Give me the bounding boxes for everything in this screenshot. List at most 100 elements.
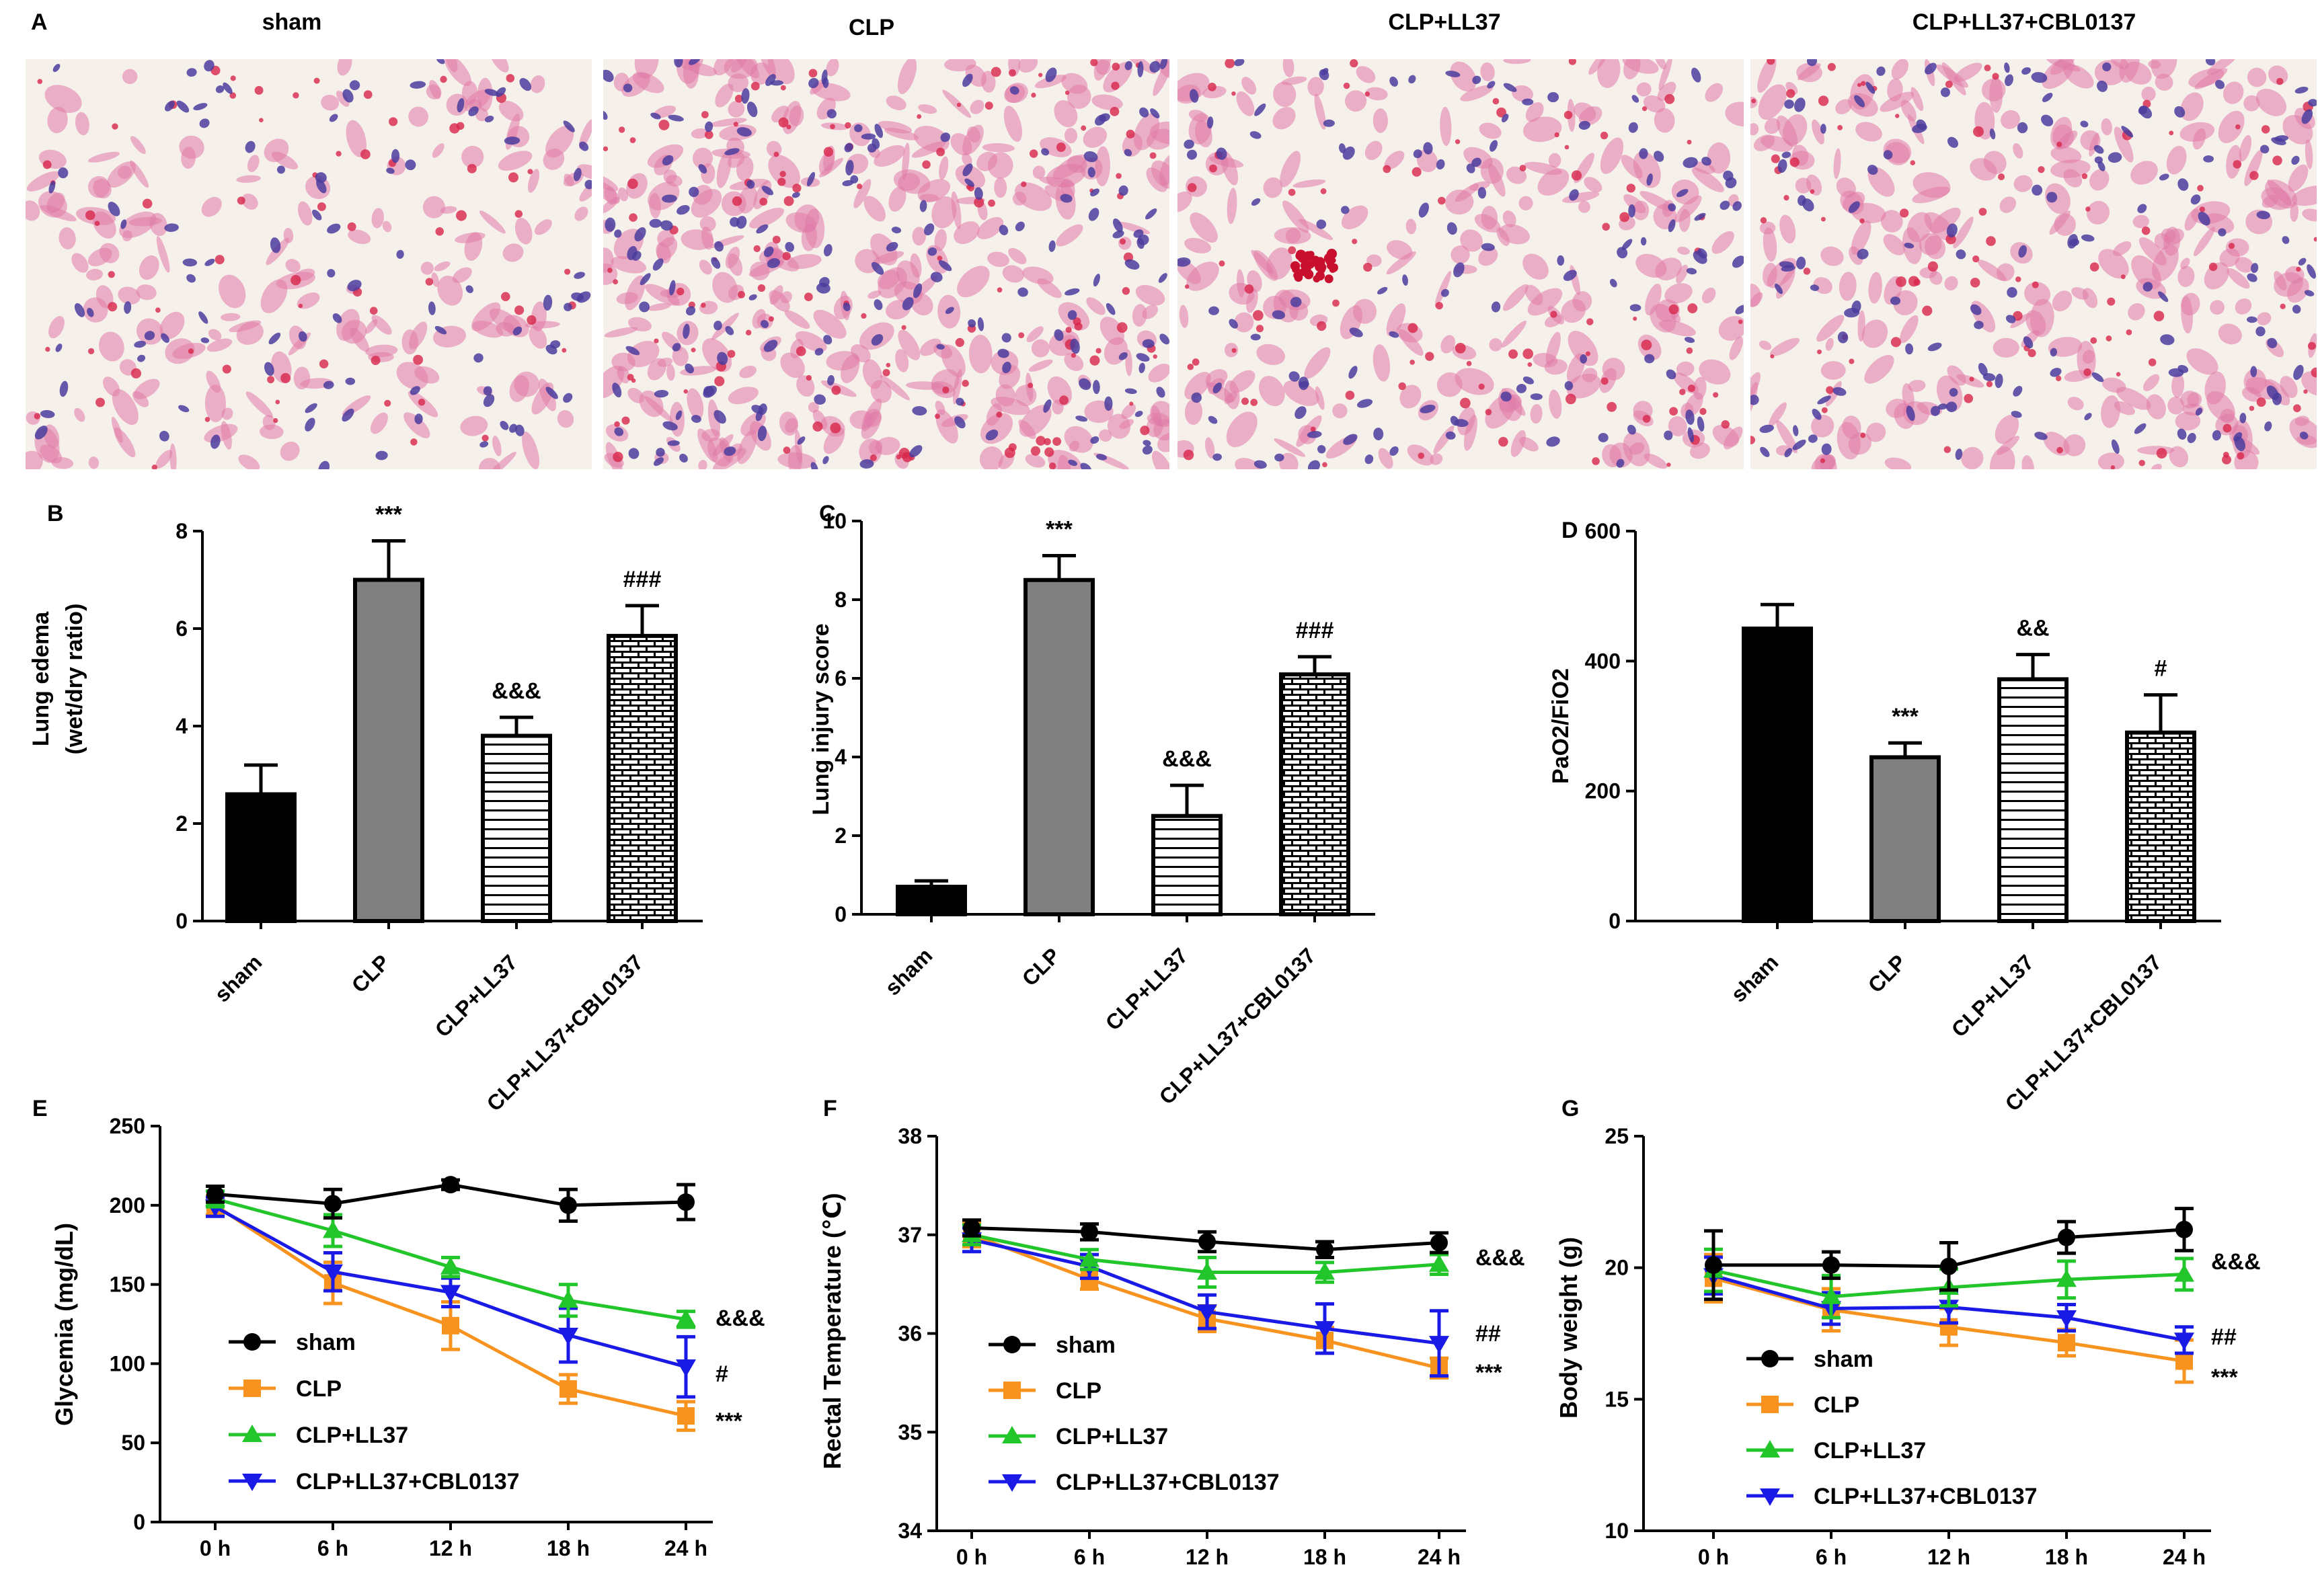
tissue-erythrocyte bbox=[1352, 239, 1358, 245]
tissue-septum bbox=[739, 365, 757, 378]
tissue-septum bbox=[99, 243, 120, 264]
tissue-nucleus bbox=[579, 141, 589, 151]
tissue-erythrocyte bbox=[1964, 393, 1974, 403]
tissue-septum bbox=[1384, 151, 1405, 170]
tissue-septum bbox=[1460, 229, 1483, 252]
legend-label: sham bbox=[1814, 1347, 1873, 1372]
tissue-septum bbox=[784, 310, 810, 329]
tissue-nucleus bbox=[614, 229, 622, 238]
tissue-septum bbox=[297, 292, 320, 309]
tissue-erythrocyte bbox=[1641, 106, 1648, 112]
data-point bbox=[1316, 1240, 1334, 1259]
tissue-septum bbox=[2290, 202, 2299, 223]
tissue-nucleus bbox=[1732, 201, 1742, 211]
tissue-septum bbox=[1676, 361, 1695, 376]
panel-letter-A: A bbox=[31, 9, 48, 35]
tissue-septum bbox=[1280, 151, 1301, 188]
tissue-erythrocyte bbox=[2249, 171, 2259, 180]
tissue-nucleus bbox=[108, 202, 120, 216]
tissue-septum bbox=[1307, 77, 1324, 97]
tissue-septum bbox=[1099, 429, 1112, 442]
tissue-nucleus bbox=[1445, 431, 1456, 440]
tissue-septum bbox=[878, 267, 907, 298]
tissue-erythrocyte bbox=[360, 149, 371, 159]
data-point bbox=[2056, 1310, 2077, 1328]
tissue-nucleus bbox=[2177, 178, 2189, 191]
tissue-erythrocyte bbox=[1018, 332, 1025, 339]
tissue-septum bbox=[534, 219, 552, 235]
data-point bbox=[1822, 1256, 1840, 1274]
tissue-septum bbox=[1705, 83, 1724, 102]
tissue-nucleus bbox=[2267, 337, 2278, 348]
tissue-septum bbox=[238, 454, 260, 469]
tissue-septum bbox=[2261, 187, 2292, 210]
panel-letter-D: D bbox=[1561, 518, 1578, 543]
tissue-nucleus bbox=[2308, 99, 2317, 107]
tissue-nucleus bbox=[1342, 146, 1355, 160]
data-point bbox=[323, 1220, 343, 1238]
tissue-septum bbox=[2054, 213, 2076, 236]
tissue-erythrocyte bbox=[1231, 91, 1236, 96]
tissue-nucleus bbox=[178, 405, 190, 413]
tissue-septum bbox=[204, 384, 227, 423]
tissue-septum bbox=[1364, 141, 1383, 161]
significance-label: *** bbox=[1475, 1360, 1502, 1386]
tissue-erythrocyte bbox=[997, 287, 1003, 293]
y-tick-label: 4 bbox=[835, 745, 847, 769]
tissue-erythrocyte bbox=[1945, 80, 1953, 88]
tissue-nucleus bbox=[512, 326, 523, 335]
tissue-septum bbox=[976, 216, 1004, 239]
tissue-nucleus bbox=[1160, 59, 1168, 70]
tissue-erythrocyte bbox=[222, 364, 231, 374]
tissue-septum bbox=[1503, 59, 1531, 65]
tissue-nucleus bbox=[1940, 87, 1950, 97]
tissue-nucleus bbox=[1490, 140, 1498, 152]
data-point bbox=[1940, 1257, 1958, 1275]
tissue-nucleus bbox=[545, 387, 558, 399]
tissue-erythrocyte bbox=[45, 346, 50, 352]
tissue-nucleus bbox=[2081, 234, 2095, 242]
tissue-septum bbox=[529, 326, 547, 349]
tissue-septum bbox=[44, 85, 82, 113]
tissue-erythrocyte bbox=[2120, 274, 2126, 280]
tissue-erythrocyte bbox=[1418, 452, 1424, 459]
y-tick-label: 0 bbox=[1609, 909, 1621, 933]
tissue-erythrocyte bbox=[1029, 149, 1038, 158]
tissue-nucleus bbox=[2094, 156, 2103, 164]
tissue-septum bbox=[1691, 167, 1724, 192]
tissue-nucleus bbox=[574, 272, 586, 279]
tissue-nucleus bbox=[1402, 274, 1408, 286]
data-point bbox=[1429, 1336, 1449, 1354]
tissue-nucleus bbox=[711, 257, 721, 269]
tissue-nucleus bbox=[627, 245, 638, 260]
y-tick-label: 200 bbox=[110, 1193, 145, 1218]
tissue-septum bbox=[1677, 247, 1690, 255]
tissue-nucleus bbox=[1254, 103, 1266, 116]
tissue-erythrocyte bbox=[1219, 260, 1225, 267]
tissue-erythrocyte bbox=[984, 102, 993, 110]
tissue-septum bbox=[616, 292, 639, 305]
tissue-erythrocyte bbox=[2085, 206, 2091, 212]
tissue-nucleus bbox=[746, 102, 758, 118]
tissue-erythrocyte bbox=[1184, 284, 1190, 289]
tissue-erythrocyte bbox=[2105, 335, 2112, 342]
tissue-nucleus bbox=[1112, 230, 1124, 239]
tissue-septum bbox=[488, 451, 516, 469]
tissue-nucleus bbox=[1445, 71, 1461, 77]
tissue-image-clp-ll37 bbox=[1177, 59, 1744, 469]
tissue-septum bbox=[122, 230, 132, 241]
tissue-septum bbox=[1018, 59, 1038, 73]
tissue-septum bbox=[884, 128, 919, 141]
tissue-nucleus bbox=[1691, 67, 1701, 83]
tissue-septum bbox=[1983, 151, 2007, 174]
tissue-erythrocyte bbox=[1607, 401, 1617, 412]
tissue-erythrocyte bbox=[1004, 447, 1015, 458]
tissue-erythrocyte bbox=[230, 75, 236, 81]
tissue-erythrocyte bbox=[1969, 376, 1974, 382]
tissue-septum bbox=[1274, 438, 1306, 457]
tissue-erythrocyte bbox=[1910, 160, 1916, 165]
tissue-nucleus bbox=[842, 179, 853, 186]
tissue-erythrocyte bbox=[1056, 143, 1066, 153]
tissue-erythrocyte bbox=[1250, 399, 1258, 406]
